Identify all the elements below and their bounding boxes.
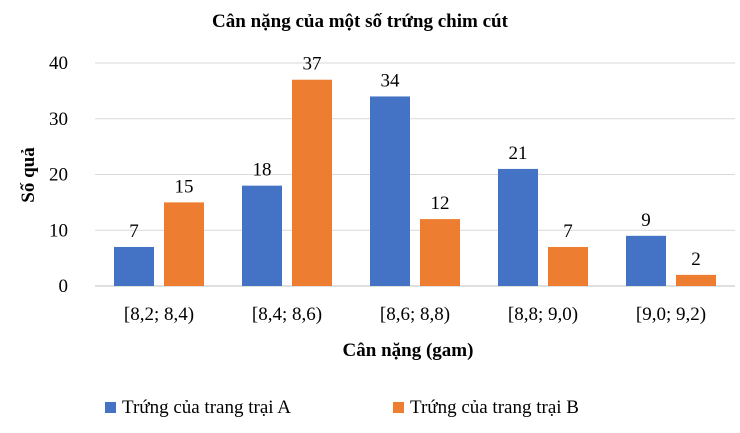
bar-series-1 xyxy=(114,246,154,286)
bar-series-1 xyxy=(626,235,666,286)
x-axis-label: Cân nặng (gam) xyxy=(343,340,474,361)
data-label: 18 xyxy=(253,160,272,181)
bars xyxy=(114,79,716,286)
x-tick-label: [8,4; 8,6) xyxy=(252,304,322,325)
bar-series-1 xyxy=(242,185,282,286)
legend-swatch xyxy=(393,402,404,413)
x-tick-label: [8,6; 8,8) xyxy=(380,304,450,325)
bar-series-1 xyxy=(370,96,410,286)
bar-series-1 xyxy=(498,168,538,286)
x-tick-label: [8,8; 9,0) xyxy=(508,304,578,325)
data-label: 37 xyxy=(303,54,322,75)
y-tick-label: 40 xyxy=(49,53,68,74)
bar-series-2 xyxy=(164,202,204,286)
y-tick-label: 30 xyxy=(49,109,68,130)
y-tick-label: 20 xyxy=(49,165,68,186)
legend-label: Trứng của trang trại B xyxy=(410,397,579,418)
legend: Trứng của trang trại A Trứng của trang tr… xyxy=(105,397,579,418)
legend-label: Trứng của trang trại A xyxy=(122,397,291,418)
data-label: 12 xyxy=(431,193,450,214)
y-tick-labels: 0 10 20 30 40 xyxy=(49,53,68,297)
bar-series-2 xyxy=(420,219,460,286)
bar-series-2 xyxy=(292,79,332,286)
data-label: 15 xyxy=(175,176,194,197)
chart-title: Cân nặng của một số trứng chim cút xyxy=(212,11,509,32)
bar-series-2 xyxy=(676,274,716,286)
bar-series-2 xyxy=(548,246,588,286)
data-label: 9 xyxy=(641,210,651,231)
data-labels: 7 15 18 37 34 12 21 7 9 2 xyxy=(129,54,701,270)
y-tick-label: 10 xyxy=(49,220,68,241)
data-label: 21 xyxy=(509,143,528,164)
y-tick-label: 0 xyxy=(59,276,69,297)
x-tick-label: [8,2; 8,4) xyxy=(124,304,194,325)
data-label: 7 xyxy=(563,221,573,242)
data-label: 34 xyxy=(381,70,401,91)
y-axis-label: Số quả xyxy=(18,147,39,203)
data-label: 2 xyxy=(691,249,701,270)
legend-swatch xyxy=(105,402,116,413)
x-tick-label: [9,0; 9,2) xyxy=(636,304,706,325)
data-label: 7 xyxy=(129,221,139,242)
x-tick-labels: [8,2; 8,4) [8,4; 8,6) [8,6; 8,8) [8,8; 9,0)… xyxy=(124,304,706,325)
